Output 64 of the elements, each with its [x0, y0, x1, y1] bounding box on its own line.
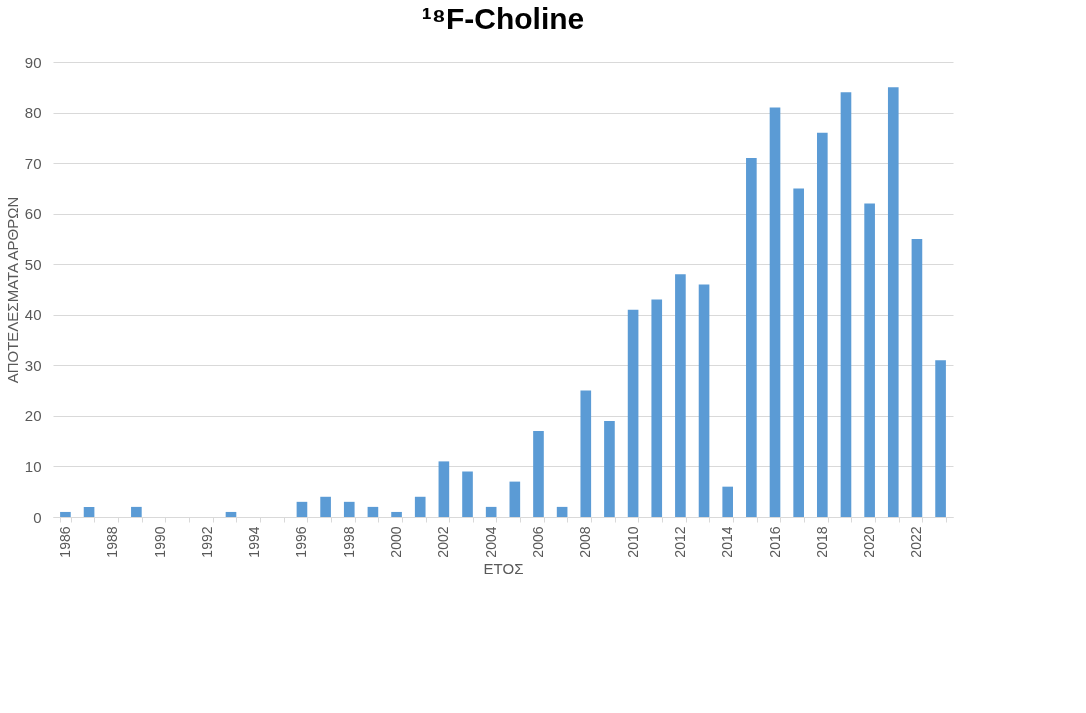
bar [840, 92, 852, 517]
bar [391, 511, 402, 517]
bar [509, 481, 521, 517]
x-tick-label: 2014 [719, 526, 736, 558]
bar [722, 486, 734, 517]
bar [367, 506, 379, 517]
bar [746, 158, 757, 517]
x-tick-label: 2022 [908, 526, 925, 558]
x-axis-title: ΕΤΟΣ [483, 559, 524, 577]
y-tick-label: 30 [24, 356, 42, 374]
x-tick-label: 1992 [198, 526, 215, 558]
bar [698, 284, 710, 517]
x-tick-label: 2006 [529, 526, 546, 558]
y-axis-title: ΑΠΟΤΕΛΕΣΜΑΤΑ ΑΡΘΡΩΝ [3, 196, 21, 384]
x-tick-label: 2008 [577, 526, 594, 558]
bar [911, 238, 923, 517]
bar [935, 360, 946, 517]
bar [296, 501, 308, 517]
bar [60, 511, 71, 517]
chart-title: ¹⁸F-Choline [421, 2, 585, 35]
bar [320, 496, 331, 517]
x-tick-label: 1998 [340, 526, 357, 558]
bar [864, 203, 875, 517]
y-tick-label: 40 [24, 306, 42, 324]
bar [816, 132, 828, 517]
bar [769, 107, 781, 517]
x-tick-label: 2004 [482, 526, 499, 558]
bar [793, 188, 804, 517]
x-tick-label: 2010 [624, 526, 641, 558]
bar [225, 511, 237, 517]
x-tick-label: 1996 [293, 526, 310, 558]
y-tick-label: 10 [24, 457, 42, 475]
y-tick-label: 70 [24, 154, 42, 172]
y-tick-label: 50 [24, 255, 42, 273]
bar [485, 506, 497, 517]
bar [651, 299, 663, 517]
x-tick-label: 1988 [104, 526, 121, 558]
x-tick-label: 2018 [813, 526, 830, 558]
bar [627, 309, 639, 517]
x-tick-label: 2016 [766, 526, 783, 558]
bar [438, 461, 450, 517]
y-tick-label: 20 [24, 407, 42, 425]
bar [414, 496, 426, 517]
bar [580, 390, 592, 517]
x-tick-label: 1990 [151, 526, 168, 558]
bar [533, 431, 544, 517]
x-tick-label: 2020 [861, 526, 878, 558]
bar [83, 506, 95, 517]
y-tick-label: 80 [24, 104, 42, 122]
bar [462, 471, 473, 517]
bar [556, 506, 568, 517]
x-tick-label: 1994 [246, 526, 263, 558]
x-tick-label: 2012 [671, 526, 688, 558]
y-tick-label: 60 [24, 205, 42, 223]
bar [131, 506, 142, 517]
x-tick-label: 2002 [435, 526, 452, 558]
y-tick-label: 90 [24, 53, 42, 71]
x-tick-label: 2000 [388, 526, 405, 558]
bar [887, 87, 899, 517]
bar [604, 420, 615, 517]
y-tick-label: 0 [33, 508, 42, 526]
x-tick-label: 1986 [56, 526, 73, 558]
bar [675, 274, 686, 517]
bar [343, 501, 355, 517]
